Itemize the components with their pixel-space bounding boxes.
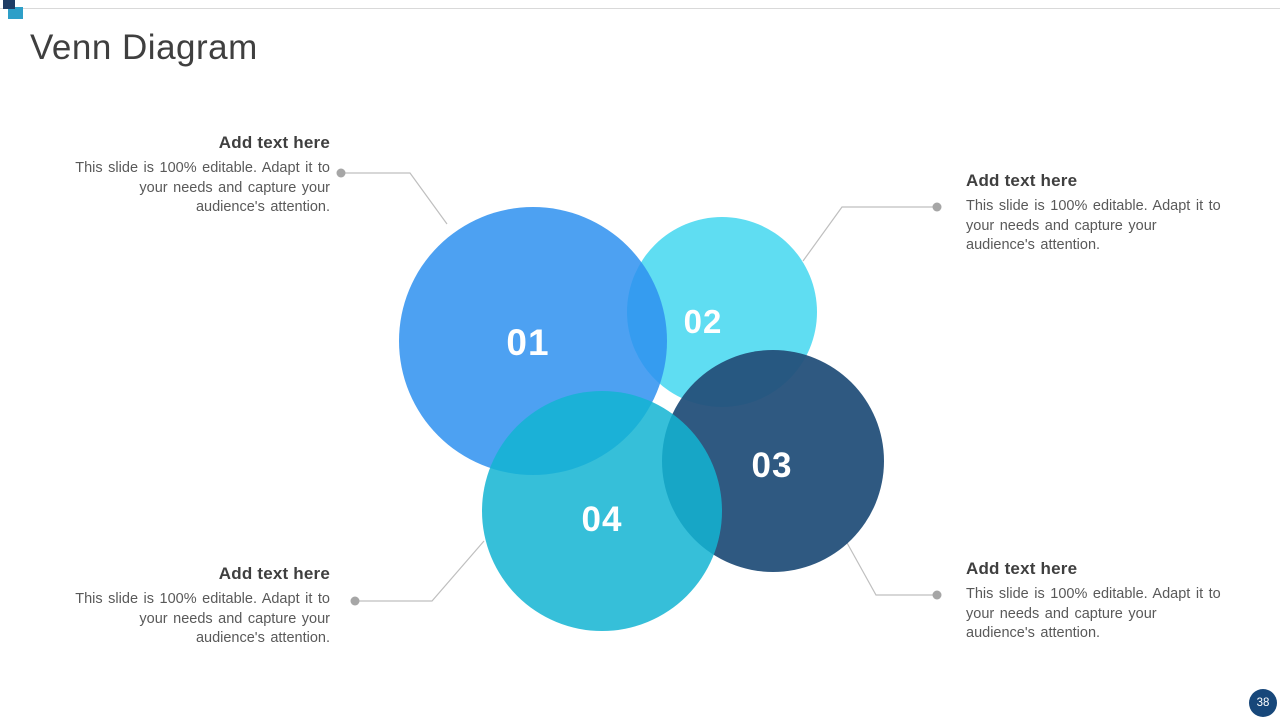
top-divider-line [0,8,1280,9]
venn-label-01[interactable]: 01 [506,322,549,363]
connector-line-top-right [802,206,933,262]
callout-heading[interactable]: Add text here [218,564,330,583]
page-title[interactable]: Venn Diagram [30,28,258,67]
connector-dot-bottom-right [932,590,942,600]
logo-teal-square-icon [8,7,23,19]
connector-dot-bottom-left [350,596,360,606]
page-number: 38 [1256,697,1270,709]
callout-body[interactable]: This slide is 100% editable. Adapt it to… [75,591,330,646]
callout-top-left[interactable]: Add text here This slide is 100% editabl… [72,133,330,218]
callout-body[interactable]: This slide is 100% editable. Adapt it to… [966,198,1221,253]
callout-heading[interactable]: Add text here [966,559,1078,578]
venn-label-04[interactable]: 04 [582,500,623,539]
callout-body[interactable]: This slide is 100% editable. Adapt it to… [966,586,1221,641]
callout-body[interactable]: This slide is 100% editable. Adapt it to… [75,160,330,215]
connector-line-bottom-left [359,540,485,602]
callout-top-right[interactable]: Add text here This slide is 100% editabl… [966,171,1224,256]
callout-bottom-left[interactable]: Add text here This slide is 100% editabl… [72,564,330,649]
venn-label-02[interactable]: 02 [684,303,723,340]
venn-circle-04[interactable] [482,391,722,631]
callout-heading[interactable]: Add text here [966,171,1078,190]
callout-heading[interactable]: Add text here [218,133,330,152]
connector-dot-top-left [336,168,346,178]
page-number-badge: 38 [1249,689,1277,717]
connector-line-bottom-right [845,540,933,596]
callout-bottom-right[interactable]: Add text here This slide is 100% editabl… [966,559,1224,644]
connector-dot-top-right [932,202,942,212]
logo-navy-square-icon [3,0,15,9]
venn-label-03[interactable]: 03 [752,446,793,485]
connector-line-top-left [345,172,448,225]
